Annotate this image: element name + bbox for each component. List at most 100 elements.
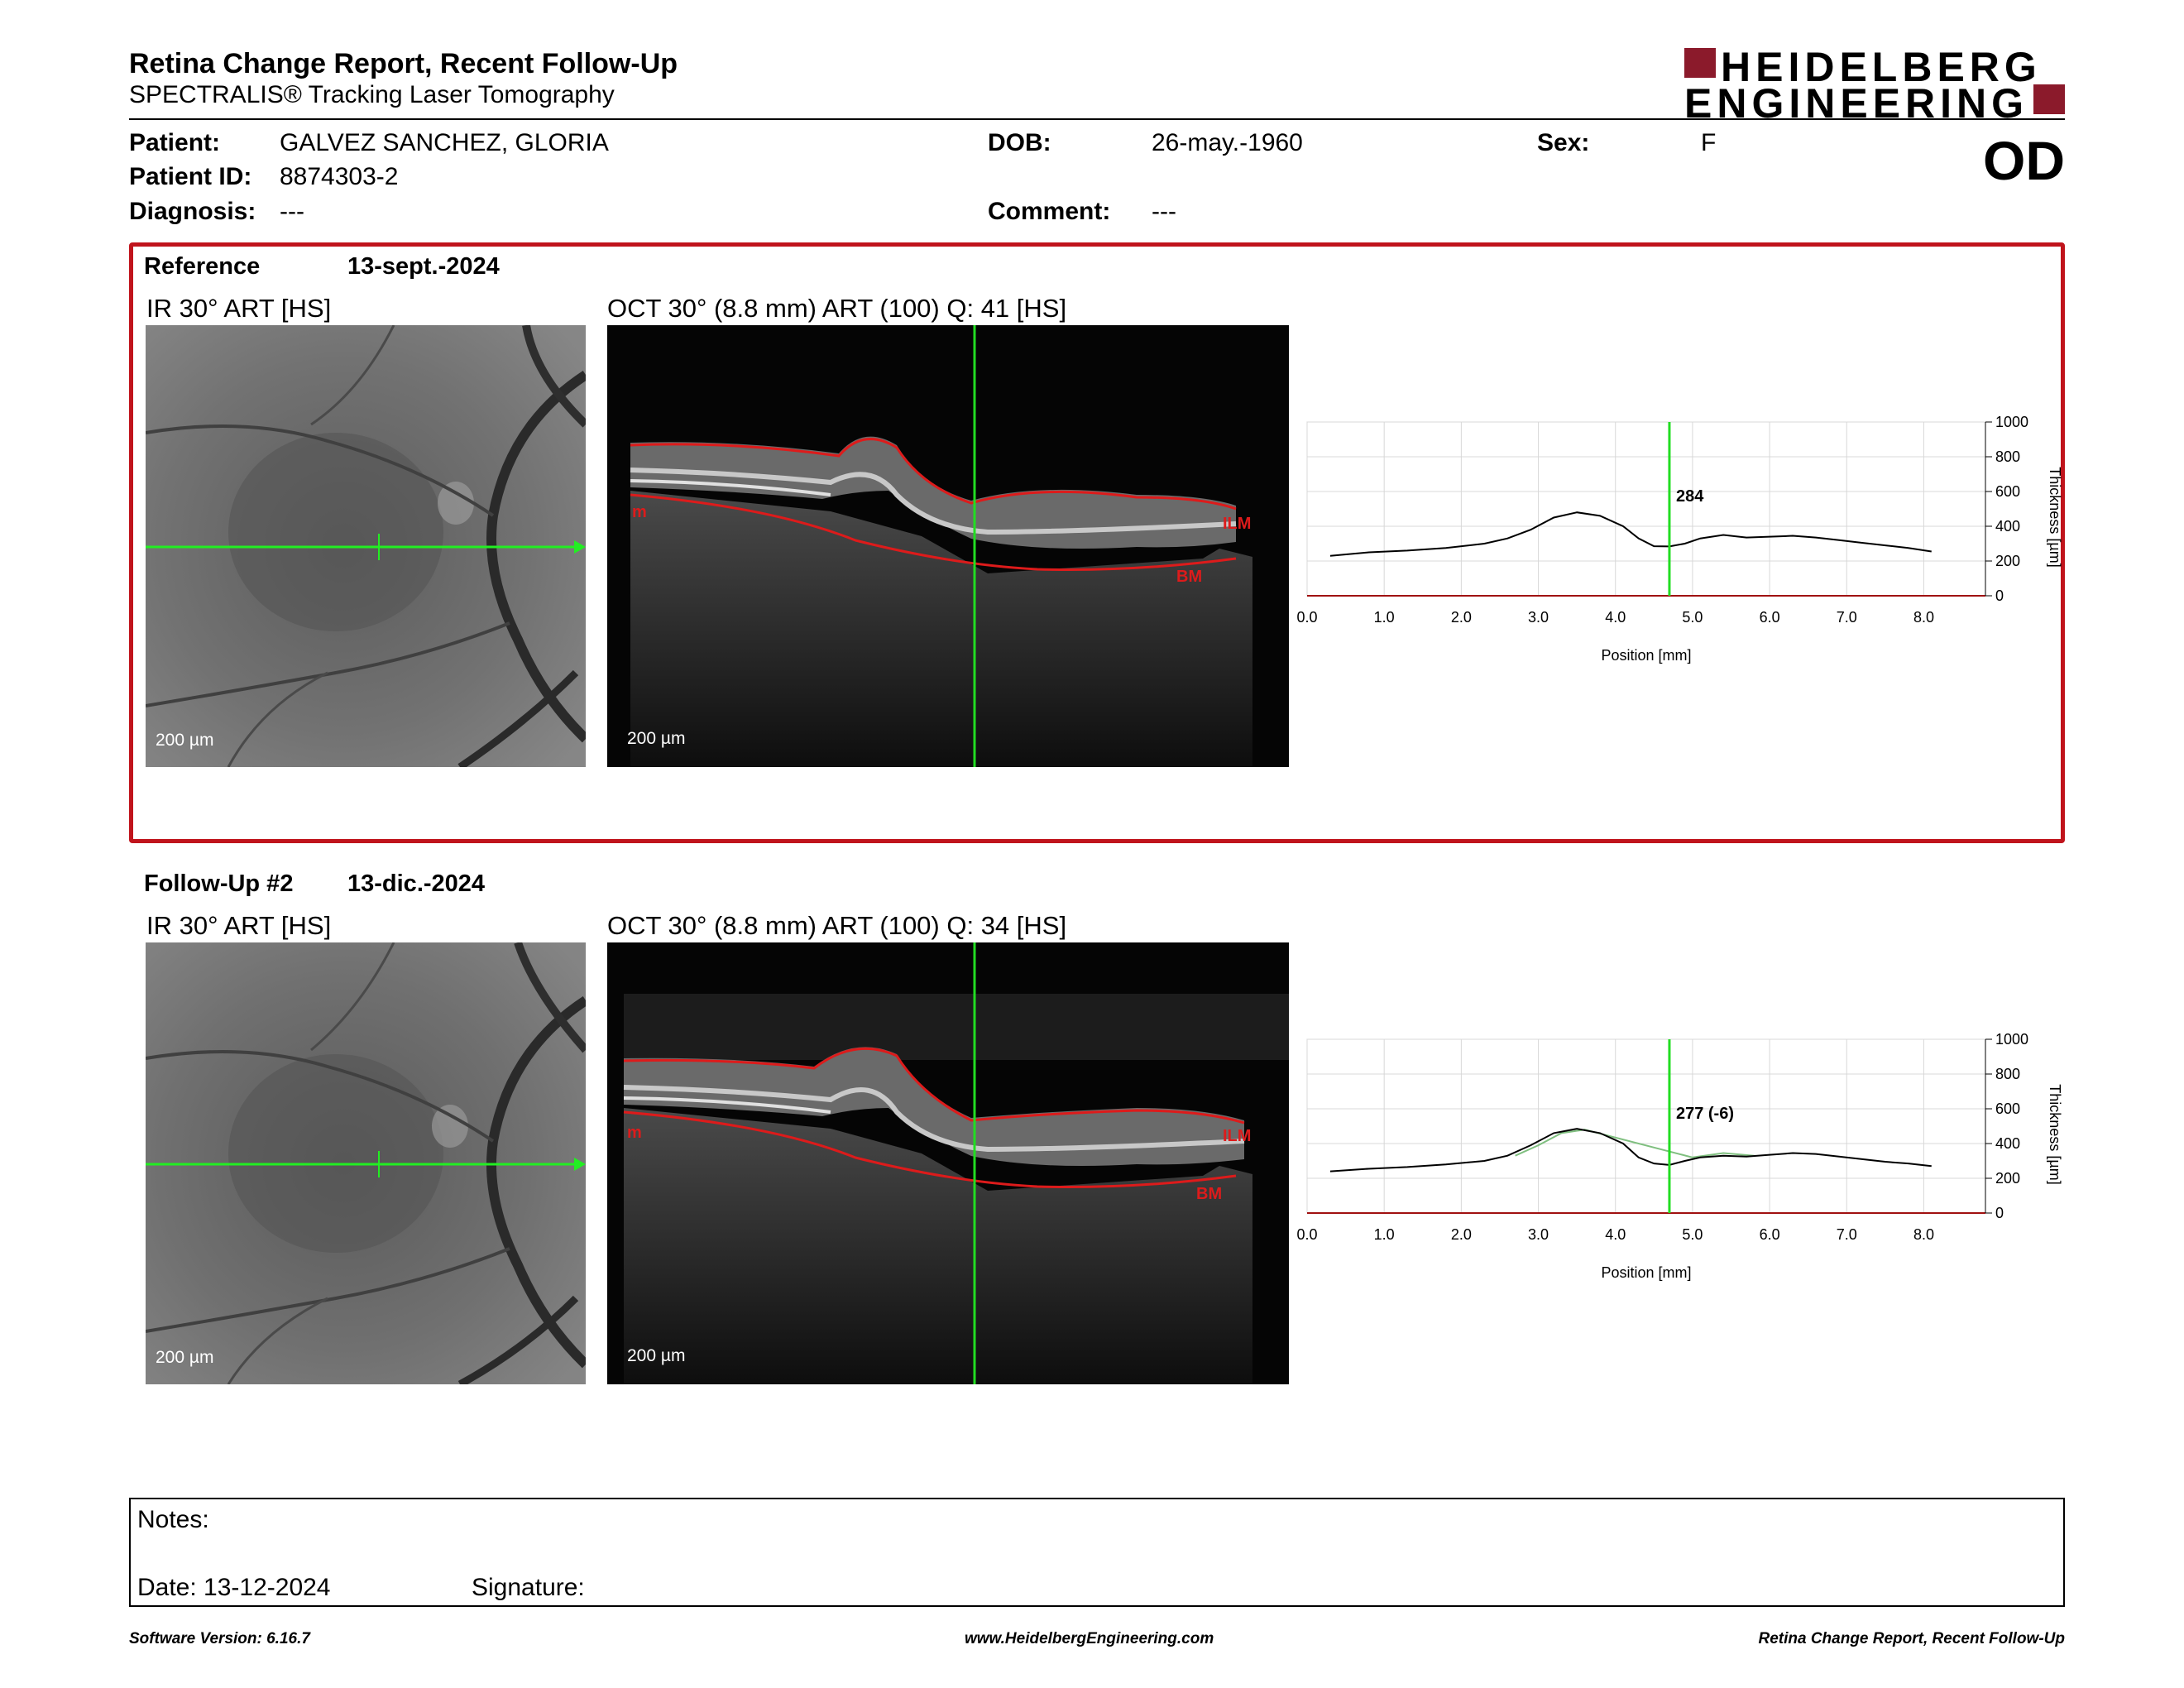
chart-xtick-label: 0.0 xyxy=(1296,1226,1317,1243)
chart-ytick-label: 800 xyxy=(1995,448,2020,465)
reference-date: 13-sept.-2024 xyxy=(347,253,500,280)
chart-xtick-label: 7.0 xyxy=(1837,1226,1857,1243)
reference-ilm-label: ILM xyxy=(1223,515,1251,533)
reference-chart-ylabel: Thickness [µm] xyxy=(2047,467,2063,567)
reference-ir-graphic xyxy=(146,325,586,767)
reference-chart-xticks: 0.0 1.0 2.0 3.0 4.0 5.0 6.0 7.0 8.0 xyxy=(1296,609,1933,626)
chart-ytick-label: 0 xyxy=(1995,587,2004,604)
reference-m-label: m xyxy=(632,503,647,521)
logo-line-2: ENGINEERING xyxy=(1684,80,2029,127)
chart-xtick-label: 2.0 xyxy=(1451,1226,1472,1243)
reference-chart-grid xyxy=(1306,421,1992,597)
chart-ytick-label: 0 xyxy=(1995,1205,2004,1221)
chart-ytick-label: 600 xyxy=(1995,1101,2020,1117)
footer-software-version: Software Version: 6.16.7 xyxy=(129,1630,310,1647)
dob-label: DOB: xyxy=(988,129,1051,156)
followup-chart-yticks: 0 200 400 600 800 1000 xyxy=(1995,1031,2028,1221)
chart-xtick-label: 6.0 xyxy=(1760,1226,1780,1243)
followup-ilm-label: ILM xyxy=(1223,1127,1251,1145)
followup-oct-scale: 200 µm xyxy=(627,1346,686,1365)
notes-label: Notes: xyxy=(137,1506,209,1533)
chart-xtick-label: 4.0 xyxy=(1605,1226,1626,1243)
chart-xtick-label: 1.0 xyxy=(1374,609,1395,626)
followup-ir-image[interactable]: 200 µm xyxy=(146,942,586,1384)
patient-name-label: Patient: xyxy=(129,129,221,156)
followup-label: Follow-Up #2 xyxy=(144,870,294,897)
followup-thickness-chart: 0.0 1.0 2.0 3.0 4.0 5.0 6.0 7.0 8.0 0 200 400 600 80… xyxy=(1296,1031,2063,1281)
comment-label: Comment: xyxy=(988,198,1111,225)
chart-frame xyxy=(1306,1038,1986,1214)
comment-value: --- xyxy=(1152,198,1176,225)
chart-ytick-label: 400 xyxy=(1995,1135,2020,1152)
followup-bm-label: BM xyxy=(1196,1185,1222,1203)
chart-ytick-label: 1000 xyxy=(1995,1031,2028,1048)
header-divider xyxy=(129,118,2065,120)
notes-signature-label: Signature: xyxy=(472,1574,585,1601)
followup-ir-label: IR 30° ART [HS] xyxy=(146,911,332,940)
chart-xtick-label: 3.0 xyxy=(1528,1226,1549,1243)
chart-series-line xyxy=(1329,511,1932,557)
chart-ytick-label: 400 xyxy=(1995,518,2020,535)
followup-ir-graphic xyxy=(146,942,586,1384)
chart-ytick-label: 200 xyxy=(1995,1170,2020,1187)
followup-m-label: m xyxy=(627,1124,642,1142)
chart-xtick-label: 8.0 xyxy=(1913,1226,1934,1243)
chart-ytick-label: 1000 xyxy=(1995,414,2028,430)
reference-ir-label: IR 30° ART [HS] xyxy=(146,294,332,323)
reference-oct-scale: 200 µm xyxy=(627,729,686,748)
chart-xtick-label: 8.0 xyxy=(1913,609,1934,626)
chart-ytick-label: 600 xyxy=(1995,483,2020,500)
followup-ir-scale: 200 µm xyxy=(156,1348,214,1367)
followup-oct-label: OCT 30° (8.8 mm) ART (100) Q: 34 [HS] xyxy=(607,911,1067,940)
followup-thickness-value: 277 (-6) xyxy=(1676,1105,1734,1123)
reference-chart-series xyxy=(1329,422,1932,596)
eye-indicator: OD xyxy=(1983,130,2065,191)
chart-xtick-label: 5.0 xyxy=(1682,609,1703,626)
reference-chart-xlabel: Position [mm] xyxy=(1601,647,1691,664)
followup-date: 13-dic.-2024 xyxy=(347,870,486,897)
chart-xtick-label: 0.0 xyxy=(1296,609,1317,626)
followup-chart-ylabel: Thickness [µm] xyxy=(2047,1084,2063,1184)
logo-line-1: HEIDELBERG xyxy=(1721,44,2042,90)
reference-label: Reference xyxy=(144,253,261,280)
chart-series-line xyxy=(1329,1128,1932,1172)
chart-xtick-label: 1.0 xyxy=(1374,1226,1395,1243)
report-title: Retina Change Report, Recent Follow-Up xyxy=(129,48,678,79)
reference-ir-image[interactable]: 200 µm xyxy=(146,325,586,767)
chart-xtick-label: 4.0 xyxy=(1605,609,1626,626)
chart-xtick-label: 3.0 xyxy=(1528,609,1549,626)
reference-oct-label: OCT 30° (8.8 mm) ART (100) Q: 41 [HS] xyxy=(607,294,1067,323)
reference-thickness-value: 284 xyxy=(1676,487,1704,506)
reference-ir-scale: 200 µm xyxy=(156,731,214,750)
chart-frame xyxy=(1306,421,1986,597)
patient-id-label: Patient ID: xyxy=(129,163,252,190)
logo-red-square-top xyxy=(1684,48,1716,78)
chart-xtick-label: 2.0 xyxy=(1451,609,1472,626)
diagnosis-value: --- xyxy=(280,198,304,225)
sex-value: F xyxy=(1701,129,1717,156)
patient-name: GALVEZ SANCHEZ, GLORIA xyxy=(280,129,609,156)
reference-thickness-chart: 0.0 1.0 2.0 3.0 4.0 5.0 6.0 7.0 8.0 0 200 400 600 80… xyxy=(1296,414,2063,664)
footer-website-link[interactable]: www.HeidelbergEngineering.com xyxy=(965,1630,1214,1647)
notes-box[interactable]: Notes: Date: 13-12-2024 Signature: xyxy=(129,1498,2065,1607)
followup-chart-xticks: 0.0 1.0 2.0 3.0 4.0 5.0 6.0 7.0 8.0 xyxy=(1296,1226,1933,1243)
followup-chart-series xyxy=(1329,1039,1932,1213)
chart-xtick-label: 6.0 xyxy=(1760,609,1780,626)
chart-ytick-label: 200 xyxy=(1995,553,2020,569)
followup-chart-xlabel: Position [mm] xyxy=(1601,1264,1691,1281)
chart-ytick-label: 800 xyxy=(1995,1066,2020,1082)
report-subtitle: SPECTRALIS® Tracking Laser Tomography xyxy=(129,81,615,108)
followup-chart-grid xyxy=(1306,1038,1992,1214)
followup-oct-image[interactable]: ILM BM m 200 µm xyxy=(607,942,1289,1384)
followup-oct-graphic: ILM BM m xyxy=(623,942,1289,1384)
logo-red-square-bottom xyxy=(2033,84,2065,114)
heidelberg-logo: HEIDELBERG ENGINEERING xyxy=(1684,44,2065,124)
reference-oct-image[interactable]: ILM BM m 200 µm xyxy=(607,325,1289,767)
footer-report-name: Retina Change Report, Recent Follow-Up xyxy=(1758,1630,2065,1647)
reference-oct-graphic: ILM BM m xyxy=(630,325,1252,767)
dob-value: 26-may.-1960 xyxy=(1152,129,1303,156)
notes-date: Date: 13-12-2024 xyxy=(137,1574,331,1601)
reference-chart-yticks: 0 200 400 600 800 1000 xyxy=(1995,414,2028,604)
reference-frame xyxy=(129,242,2065,843)
sex-label: Sex: xyxy=(1537,129,1590,156)
